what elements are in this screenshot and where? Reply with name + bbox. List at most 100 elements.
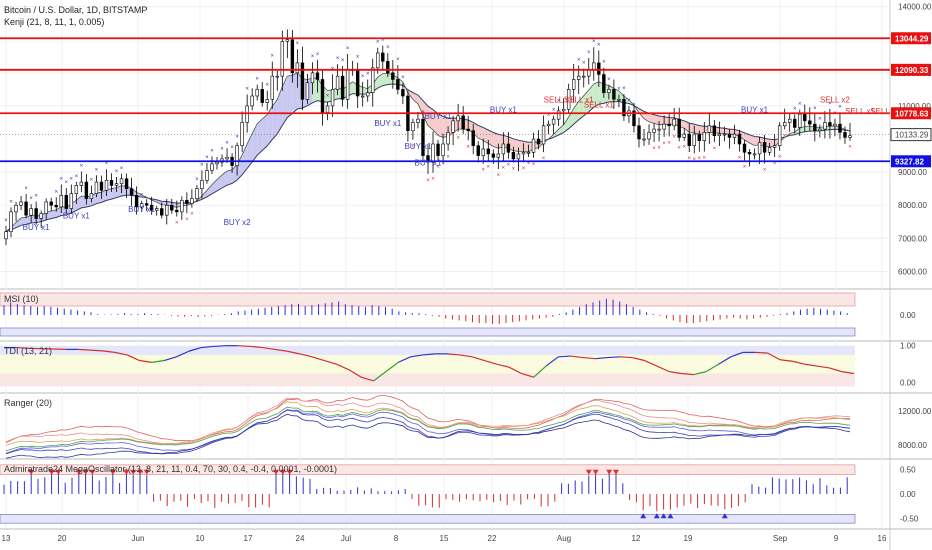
candle-body bbox=[446, 132, 450, 145]
signal-cross-mark: × bbox=[60, 176, 64, 182]
candle: × bbox=[667, 112, 671, 146]
candle-body bbox=[516, 153, 521, 160]
time-axis[interactable]: 13 20 Jun 10 17 24 Jul 8 15 22 Aug 12 19 Sep 9 16 bbox=[2, 534, 887, 543]
candle bbox=[170, 198, 174, 214]
time-tick-label: Aug bbox=[557, 534, 571, 543]
ribbon-segment bbox=[428, 106, 434, 130]
msi-pane[interactable] bbox=[0, 292, 856, 337]
indicator-title: Kenji (21, 8, 11, 1, 0.005) bbox=[4, 17, 105, 27]
candle bbox=[632, 102, 636, 133]
tdi-line-segment bbox=[755, 351, 768, 354]
level-badge-label: 9327.82 bbox=[895, 157, 924, 166]
candle-body bbox=[647, 132, 651, 140]
signal-cross-mark: × bbox=[225, 140, 229, 146]
mega-sell-triangle bbox=[606, 469, 613, 475]
signal-cross-mark: × bbox=[185, 217, 189, 223]
ribbon-segment bbox=[438, 113, 444, 138]
candle-body bbox=[355, 69, 360, 97]
tdi-line-segment bbox=[570, 355, 584, 359]
ribbon-segment bbox=[749, 134, 755, 146]
candle bbox=[461, 106, 465, 134]
symbol-title: Bitcoin / U.S. Dollar, 1D, BITSTAMP bbox=[4, 5, 148, 15]
candle: × bbox=[783, 108, 787, 139]
candle-body bbox=[461, 115, 465, 130]
ranger-pane[interactable] bbox=[5, 394, 851, 459]
signal-cross-mark: × bbox=[426, 178, 430, 184]
price-pane[interactable]: ×××× ××××× ××××××××××××××× ×××××××××× ××× ×××… bbox=[0, 29, 932, 246]
signal-cross-mark: × bbox=[70, 176, 74, 182]
candle bbox=[49, 197, 53, 212]
candle-body bbox=[521, 151, 526, 155]
ribbon-segment bbox=[76, 195, 82, 211]
candle bbox=[240, 111, 244, 153]
time-tick-label: 10 bbox=[196, 534, 205, 543]
candle-body bbox=[155, 208, 159, 211]
candle-body bbox=[752, 153, 757, 156]
candle: × bbox=[657, 120, 661, 151]
candle: × bbox=[9, 199, 13, 238]
signal-cross-mark: × bbox=[838, 104, 842, 110]
candle-body bbox=[818, 128, 822, 132]
candle-body bbox=[501, 143, 506, 155]
candle: × bbox=[597, 42, 601, 87]
candle: × bbox=[778, 122, 782, 161]
candle bbox=[566, 83, 571, 113]
signal-cross-mark: × bbox=[235, 134, 239, 140]
candle bbox=[19, 195, 23, 211]
ranger-band-line bbox=[5, 409, 851, 454]
tdi-line-segment bbox=[533, 365, 547, 378]
candle-body bbox=[788, 118, 792, 123]
candle-body bbox=[712, 125, 717, 137]
candle bbox=[275, 70, 279, 91]
signal-cross-mark: × bbox=[105, 161, 109, 167]
candle: × bbox=[190, 189, 194, 218]
candle-body bbox=[677, 118, 681, 138]
tdi-pane[interactable] bbox=[0, 345, 855, 387]
signal-cross-mark: × bbox=[220, 147, 224, 153]
ribbon-segment bbox=[724, 128, 730, 135]
tdi-line-segment bbox=[816, 365, 830, 369]
candle: × bbox=[401, 75, 405, 105]
time-tick-label: 16 bbox=[878, 534, 887, 543]
tdi-line-segment bbox=[780, 359, 793, 362]
ribbon-segment bbox=[659, 116, 665, 125]
msi-upper-zone bbox=[0, 292, 856, 307]
candle-body bbox=[4, 231, 8, 240]
ribbon-segment bbox=[493, 132, 499, 149]
mega-oscillator-pane[interactable] bbox=[0, 464, 856, 524]
ribbon-segment bbox=[211, 179, 217, 194]
signal-cross-mark: × bbox=[90, 177, 94, 183]
tdi-line-segment bbox=[582, 356, 596, 360]
candle-body bbox=[160, 208, 164, 216]
grid-lines bbox=[0, 0, 890, 528]
ribbon-segment bbox=[513, 138, 519, 152]
signal-cross-mark: × bbox=[336, 56, 340, 62]
candle: × bbox=[265, 83, 269, 111]
signal-cross-mark: × bbox=[341, 58, 345, 64]
candle-body bbox=[526, 151, 531, 154]
signal-cross-mark: × bbox=[617, 87, 621, 93]
time-tick-label: Sep bbox=[773, 534, 788, 543]
level-badge bbox=[891, 107, 931, 120]
signal-cross-mark: × bbox=[436, 165, 440, 171]
signal-cross-mark: × bbox=[456, 136, 460, 142]
signal-cross-mark: × bbox=[713, 146, 717, 152]
candle bbox=[39, 210, 43, 229]
candle: × bbox=[326, 94, 330, 121]
ribbon-segment bbox=[729, 129, 735, 135]
candle: × bbox=[763, 135, 767, 173]
candle-body bbox=[366, 92, 370, 97]
mega-sell-triangle bbox=[279, 469, 286, 475]
price-axis[interactable]: 14000.0013000.0012000.0011000.009000.008… bbox=[890, 3, 932, 524]
tdi-line-segment bbox=[213, 345, 226, 348]
signal-cross-mark: × bbox=[195, 177, 199, 183]
mega-sell-triangle bbox=[75, 469, 82, 475]
mega-buy-triangle bbox=[660, 513, 667, 519]
candle-body bbox=[556, 110, 561, 120]
candle-body bbox=[506, 143, 511, 153]
candle-body bbox=[265, 99, 269, 103]
candle: × bbox=[336, 56, 340, 96]
candle-body bbox=[491, 153, 496, 158]
candle-body bbox=[9, 211, 13, 233]
